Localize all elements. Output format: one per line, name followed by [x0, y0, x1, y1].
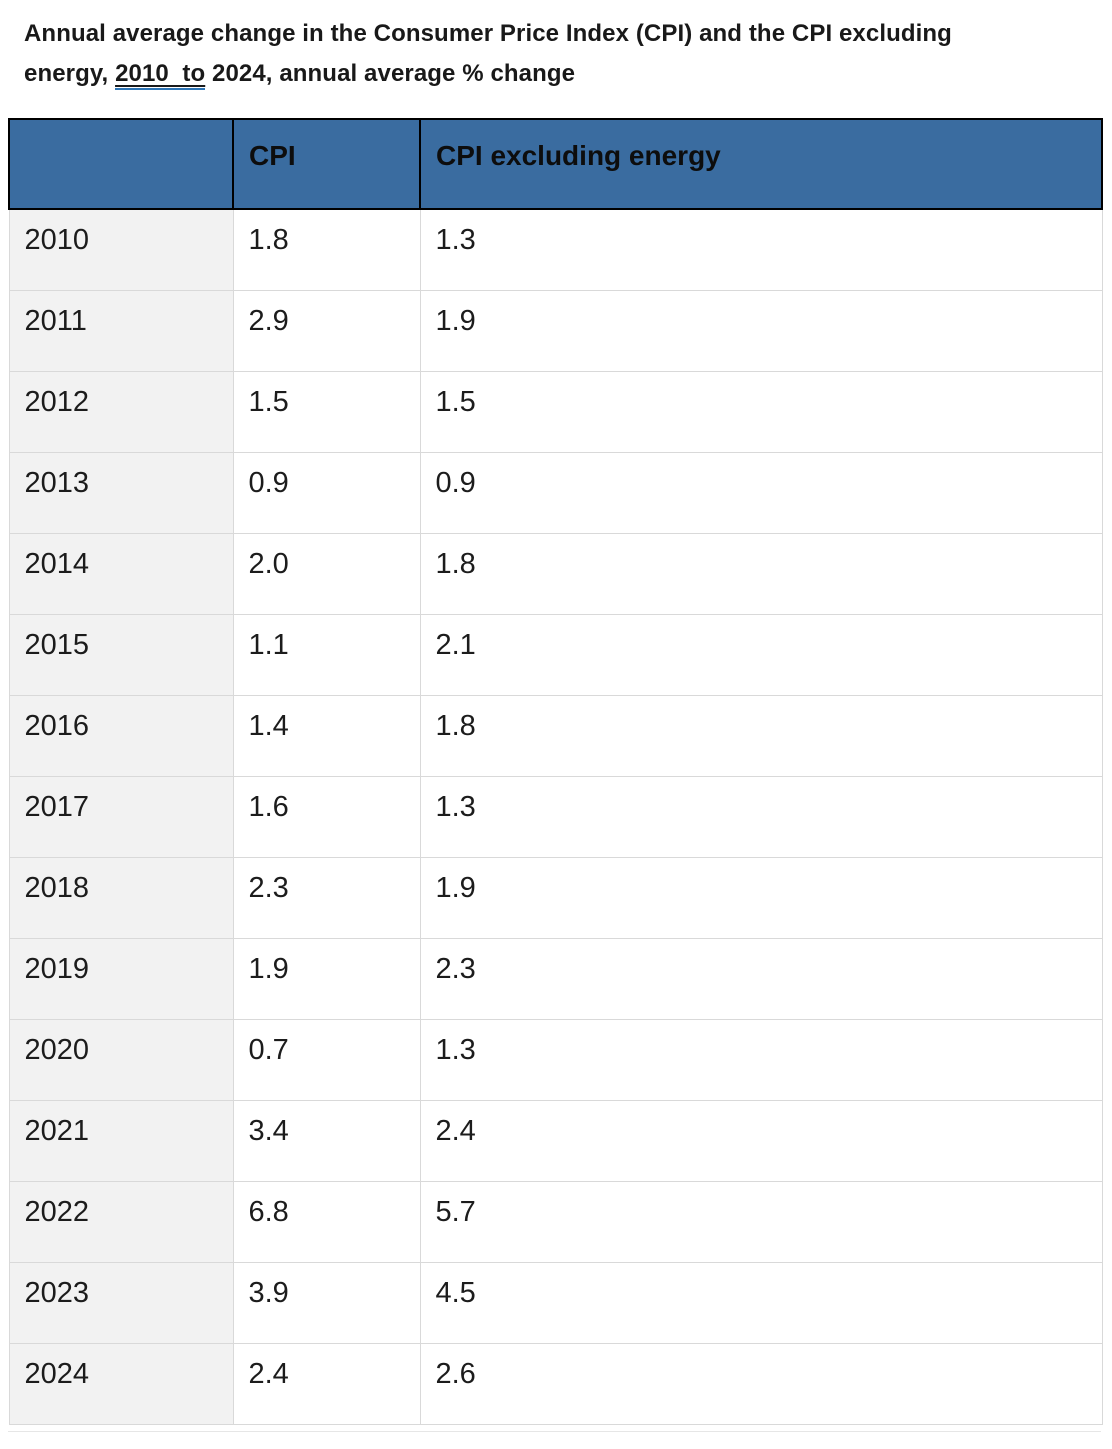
year-cell: 2012 [8, 370, 234, 453]
table-row: 2022 6.8 5.7 [8, 1180, 1103, 1263]
table-header: CPI CPI excluding energy [8, 118, 1103, 210]
year-cell: 2017 [8, 775, 234, 858]
cpi-value-cell: 2.9 [232, 289, 421, 372]
cpi-value-cell: 6.8 [232, 1180, 421, 1263]
cpi-excluding-energy-value-cell: 1.8 [419, 532, 1103, 615]
year-cell: 2015 [8, 613, 234, 696]
cpi-value-cell: 1.1 [232, 613, 421, 696]
cpi-excluding-energy-value-cell: 1.9 [419, 856, 1103, 939]
cpi-value-cell: 1.5 [232, 370, 421, 453]
year-cell: 2023 [8, 1261, 234, 1344]
table-row: 2015 1.1 2.1 [8, 613, 1103, 696]
table-row: 2014 2.0 1.8 [8, 532, 1103, 615]
cpi-excluding-energy-value-cell: 2.4 [419, 1099, 1103, 1182]
cpi-value-cell: 0.7 [232, 1018, 421, 1101]
page-title-line2-prefix: energy, [24, 60, 116, 87]
cpi-excluding-energy-value-cell: 2.3 [419, 937, 1103, 1020]
cpi-value-cell: 0.9 [232, 451, 421, 534]
title-period-link[interactable]: 2010 to [115, 60, 206, 90]
year-cell: 2019 [8, 937, 234, 1020]
column-header-cpi: CPI [232, 118, 421, 210]
year-cell: 2020 [8, 1018, 234, 1101]
table-row: 2020 0.7 1.3 [8, 1018, 1103, 1101]
header-row: CPI CPI excluding energy [8, 118, 1103, 210]
cpi-excluding-energy-value-cell: 1.5 [419, 370, 1103, 453]
cpi-value-cell: 1.6 [232, 775, 421, 858]
table-row: 2024 2.4 2.6 [8, 1342, 1103, 1425]
cpi-value-cell: 2.3 [232, 856, 421, 939]
table-row: 2016 1.4 1.8 [8, 694, 1103, 777]
next-section-edge [8, 1430, 1101, 1432]
table-row: 2012 1.5 1.5 [8, 370, 1103, 453]
table-body: 2010 1.8 1.3 2011 2.9 1.9 2012 1.5 1.5 2013 0.9 0.9… [8, 208, 1103, 1425]
year-cell: 2022 [8, 1180, 234, 1263]
table-row: 2011 2.9 1.9 [8, 289, 1103, 372]
cpi-excluding-energy-value-cell: 1.9 [419, 289, 1103, 372]
cpi-value-cell: 1.8 [232, 208, 421, 291]
cpi-excluding-energy-value-cell: 1.8 [419, 694, 1103, 777]
year-cell: 2014 [8, 532, 234, 615]
year-cell: 2010 [8, 208, 234, 291]
year-cell: 2016 [8, 694, 234, 777]
cpi-excluding-energy-value-cell: 2.6 [419, 1342, 1103, 1425]
cpi-value-cell: 2.0 [232, 532, 421, 615]
cpi-excluding-energy-value-cell: 1.3 [419, 775, 1103, 858]
table-row: 2017 1.6 1.3 [8, 775, 1103, 858]
year-cell: 2021 [8, 1099, 234, 1182]
cpi-value-cell: 1.4 [232, 694, 421, 777]
cpi-excluding-energy-value-cell: 2.1 [419, 613, 1103, 696]
table-row: 2019 1.9 2.3 [8, 937, 1103, 1020]
year-cell: 2011 [8, 289, 234, 372]
table-row: 2018 2.3 1.9 [8, 856, 1103, 939]
table-row: 2013 0.9 0.9 [8, 451, 1103, 534]
cpi-excluding-energy-value-cell: 5.7 [419, 1180, 1103, 1263]
column-header-year [8, 118, 234, 210]
year-cell: 2024 [8, 1342, 234, 1425]
page-title-line2-suffix: 2024, annual average % change [205, 60, 576, 87]
cpi-value-cell: 1.9 [232, 937, 421, 1020]
cpi-excluding-energy-value-cell: 4.5 [419, 1261, 1103, 1344]
cpi-value-cell: 2.4 [232, 1342, 421, 1425]
page-title: Annual average change in the Consumer Pr… [24, 14, 1088, 94]
page-title-line1: Annual average change in the Consumer Pr… [24, 20, 952, 47]
cpi-excluding-energy-value-cell: 1.3 [419, 208, 1103, 291]
table-row: 2021 3.4 2.4 [8, 1099, 1103, 1182]
cpi-value-cell: 3.4 [232, 1099, 421, 1182]
cpi-excluding-energy-value-cell: 0.9 [419, 451, 1103, 534]
cpi-table: CPI CPI excluding energy 2010 1.8 1.3 2011 2… [8, 118, 1103, 1425]
year-cell: 2013 [8, 451, 234, 534]
column-header-cpi-excluding-energy: CPI excluding energy [419, 118, 1103, 210]
cpi-value-cell: 3.9 [232, 1261, 421, 1344]
cpi-excluding-energy-value-cell: 1.3 [419, 1018, 1103, 1101]
table-row: 2023 3.9 4.5 [8, 1261, 1103, 1344]
table-row: 2010 1.8 1.3 [8, 208, 1103, 291]
year-cell: 2018 [8, 856, 234, 939]
